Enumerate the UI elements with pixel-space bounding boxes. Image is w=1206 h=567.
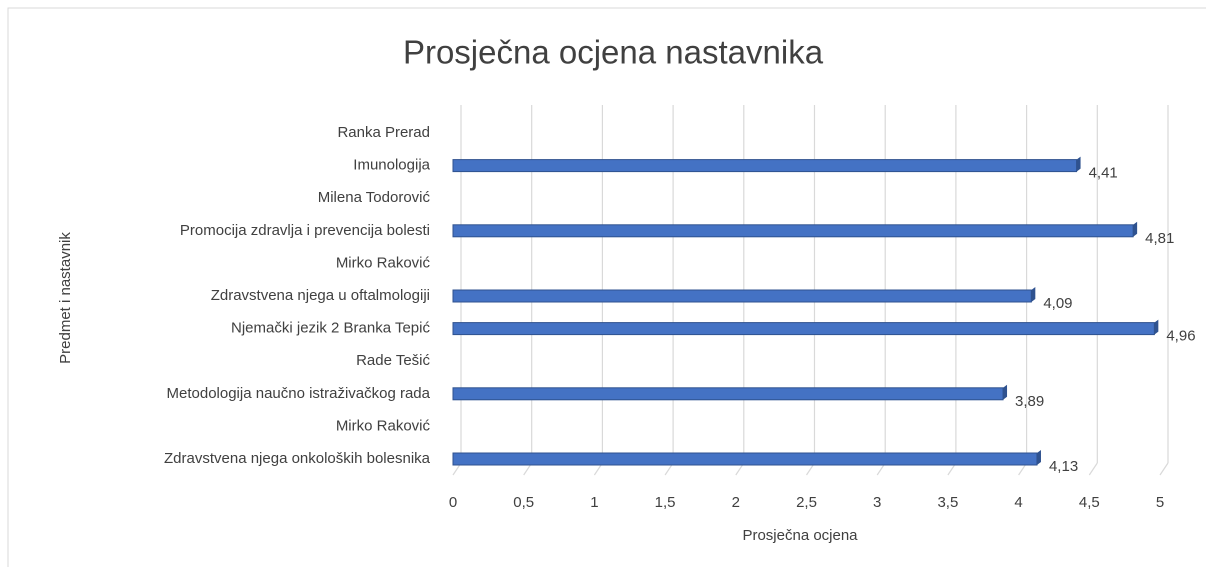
x-tick-label: 2 bbox=[732, 494, 740, 511]
grid-line bbox=[1159, 462, 1169, 476]
y-tick-label: Zdravstvena njega onkoloških bolesnika bbox=[164, 450, 431, 467]
y-tick-label: Mirko Raković bbox=[336, 417, 431, 434]
value-label: 4,41 bbox=[1089, 165, 1118, 182]
y-tick-label: Rade Tešić bbox=[356, 352, 430, 369]
y-tick-label: Imunologija bbox=[353, 157, 430, 174]
bar bbox=[452, 322, 1155, 336]
x-tick-label: 5 bbox=[1156, 494, 1164, 511]
x-tick-label: 0,5 bbox=[513, 494, 534, 511]
y-axis-label: Predmet i nastavnik bbox=[57, 232, 74, 364]
y-tick-label: Mirko Raković bbox=[336, 254, 431, 271]
x-tick-label: 3,5 bbox=[937, 494, 958, 511]
bar-side bbox=[1154, 319, 1159, 335]
x-tick-label: 1 bbox=[590, 494, 598, 511]
y-tick-label: Milena Todorović bbox=[318, 189, 431, 206]
bar bbox=[452, 224, 1134, 238]
bar-side bbox=[1036, 450, 1041, 465]
value-label: 4,96 bbox=[1166, 328, 1195, 345]
x-tick-label: 4 bbox=[1014, 494, 1022, 511]
bar bbox=[452, 159, 1078, 173]
y-tick-label: Ranka Prerad bbox=[337, 124, 430, 141]
bar bbox=[452, 387, 1004, 401]
bar bbox=[452, 452, 1038, 466]
x-tick-label: 1,5 bbox=[655, 494, 676, 511]
bar bbox=[452, 289, 1032, 303]
value-label: 4,09 bbox=[1043, 295, 1072, 312]
value-label: 4,13 bbox=[1049, 458, 1078, 475]
y-tick-label: Zdravstvena njega u oftalmologiji bbox=[211, 287, 430, 304]
value-label: 4,81 bbox=[1145, 230, 1174, 247]
x-tick-label: 4,5 bbox=[1079, 494, 1100, 511]
bar-side bbox=[1076, 156, 1081, 172]
chart-border bbox=[7, 7, 1206, 567]
y-tick-label: Metodologija naučno istraživačkog rada bbox=[167, 385, 431, 402]
bar-side bbox=[1133, 221, 1138, 237]
x-tick-label: 0 bbox=[449, 494, 457, 511]
chart-title: Prosječna ocjena nastavnika bbox=[403, 34, 824, 71]
value-label: 3,89 bbox=[1015, 393, 1044, 410]
x-axis-label: Prosječna ocjena bbox=[742, 527, 858, 544]
y-tick-label: Promocija zdravlja i prevencija bolesti bbox=[180, 222, 430, 239]
grid-line bbox=[1088, 462, 1098, 476]
x-tick-label: 3 bbox=[873, 494, 881, 511]
bar-side bbox=[1031, 287, 1036, 302]
bar-side bbox=[1003, 384, 1008, 400]
y-tick-label: Njemački jezik 2 Branka Tepić bbox=[231, 320, 430, 337]
x-tick-label: 2,5 bbox=[796, 494, 817, 511]
